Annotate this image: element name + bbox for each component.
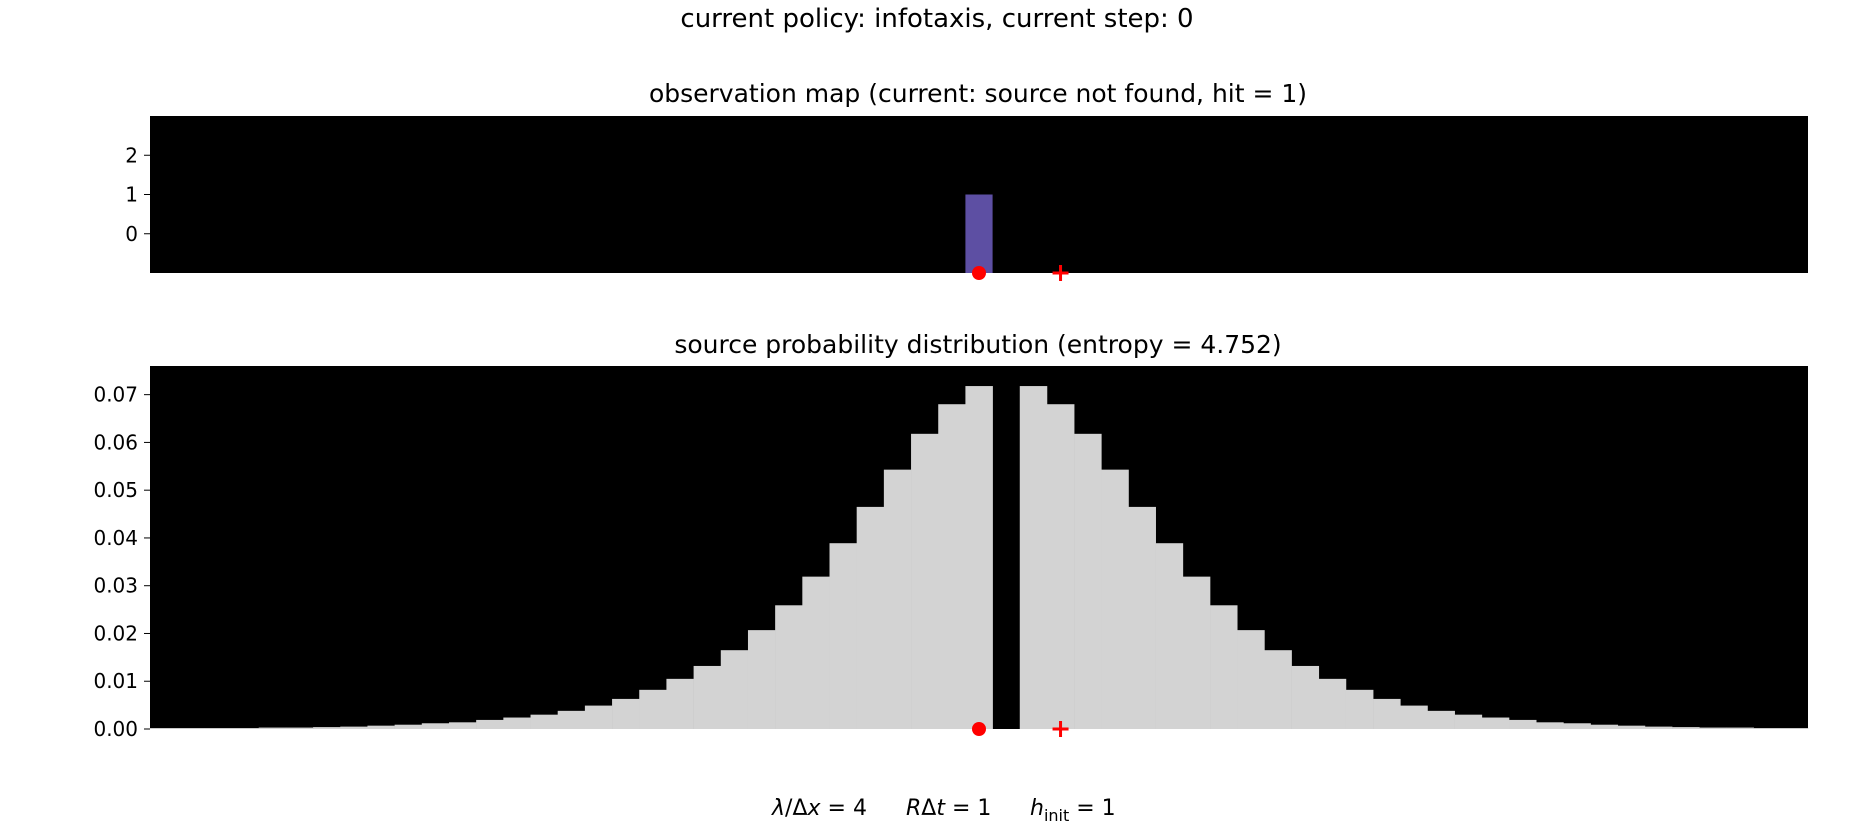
probability-bar [530, 714, 559, 729]
probability-bar [394, 724, 423, 729]
probability-bar [1617, 725, 1646, 729]
y-tick-label: 2 [125, 143, 138, 167]
probability-bar [829, 543, 857, 729]
probability-bar [1563, 723, 1591, 729]
probability-bar [1454, 714, 1483, 729]
observation-map-panel: observation map (current: source not fou… [125, 79, 1808, 281]
probability-bar [1019, 386, 1048, 729]
probability-bar [1182, 576, 1211, 729]
param-hinit: hinit = 1 [1030, 796, 1116, 825]
source-position-marker [1052, 721, 1069, 737]
figure-suptitle: current policy: infotaxis, current step:… [680, 4, 1193, 34]
y-tick-label: 0 [125, 222, 138, 246]
probability-bar [258, 727, 287, 729]
probability-bar [285, 727, 314, 729]
observation-map-title: observation map (current: source not fou… [649, 79, 1307, 108]
y-tick-label: 0.01 [93, 669, 138, 693]
probability-bar [150, 728, 178, 729]
probability-bar [421, 723, 450, 729]
probability-bar [1699, 727, 1727, 729]
observation-map-y-axis: 0 1 2 [125, 143, 150, 246]
agent-position-marker [972, 722, 986, 736]
probability-bar [177, 728, 205, 729]
probability-distribution-title: source probability distribution (entropy… [674, 330, 1281, 359]
probability-bar [1101, 469, 1129, 729]
probability-distribution-y-axis: 0.00 0.01 0.02 0.03 0.04 0.05 0.06 0.07 [93, 383, 150, 741]
probability-bar [1753, 728, 1782, 729]
probability-bar [584, 705, 613, 729]
y-tick-label: 0.02 [93, 621, 138, 645]
y-tick-label: 0.07 [93, 383, 138, 407]
probability-bar [367, 725, 395, 729]
y-tick-label: 0.06 [93, 430, 138, 454]
probability-bar [911, 433, 939, 729]
source-position-marker [1052, 265, 1069, 281]
observation-map-bars [965, 194, 993, 273]
probability-bar [693, 665, 722, 729]
probability-distribution-markers [972, 721, 1069, 737]
probability-bar [775, 605, 803, 729]
probability-bar [231, 728, 260, 729]
probability-bar [1509, 719, 1537, 729]
param-lambda: λ/Δx = 4 [771, 796, 867, 821]
probability-bar [476, 719, 504, 729]
observation-map-markers [972, 265, 1069, 281]
probability-bar [204, 728, 232, 729]
probability-bar [856, 506, 885, 729]
y-tick-label: 0.03 [93, 574, 138, 598]
probability-bar [503, 717, 531, 729]
probability-bar [1400, 705, 1428, 729]
probability-bar [938, 404, 966, 729]
observation-hit-bar [965, 194, 993, 273]
probability-bar [1155, 543, 1184, 729]
probability-bar [666, 678, 694, 729]
probability-bar [313, 727, 341, 729]
probability-bar [639, 689, 667, 729]
probability-distribution-panel: source probability distribution (entropy… [93, 330, 1809, 741]
y-tick-label: 1 [125, 183, 138, 207]
probability-bar [448, 722, 477, 729]
probability-bar [1726, 727, 1754, 729]
probability-bar [1074, 433, 1102, 729]
footer-parameters: λ/Δx = 4 RΔt = 1 hinit = 1 [771, 796, 1116, 825]
probability-bar [1672, 727, 1700, 729]
probability-bar [1046, 404, 1075, 729]
probability-bar [1345, 689, 1374, 729]
probability-bar [1128, 506, 1156, 729]
probability-bar [1644, 726, 1673, 729]
probability-bar [1318, 678, 1347, 729]
probability-bar [1590, 724, 1619, 729]
probability-bar [802, 576, 830, 729]
probability-bar [747, 630, 776, 729]
probability-bar [1373, 698, 1401, 729]
probability-distribution-bars [150, 386, 1809, 729]
probability-bar [1210, 605, 1238, 729]
probability-bar [1291, 665, 1320, 729]
probability-bar [557, 710, 586, 729]
probability-bar [883, 469, 912, 729]
agent-position-marker [972, 266, 986, 280]
probability-bar [1237, 630, 1265, 729]
probability-bar [720, 650, 749, 729]
probability-bar [1427, 710, 1455, 729]
y-tick-label: 0.04 [93, 526, 138, 550]
y-tick-label: 0.00 [93, 717, 138, 741]
probability-bar [965, 386, 993, 729]
probability-bar [1264, 650, 1292, 729]
probability-bar [1780, 728, 1809, 729]
param-rate: RΔt = 1 [906, 796, 991, 821]
probability-bar [1536, 722, 1564, 729]
probability-bar [612, 698, 640, 729]
probability-bar [340, 726, 368, 729]
y-tick-label: 0.05 [93, 478, 138, 502]
probability-bar [1481, 717, 1510, 729]
